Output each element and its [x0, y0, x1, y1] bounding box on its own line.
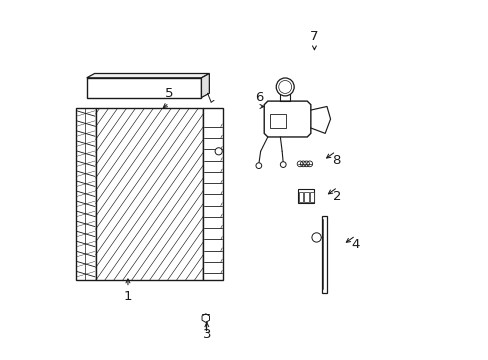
Circle shape [280, 162, 285, 167]
Text: 2: 2 [333, 190, 341, 203]
Circle shape [255, 163, 261, 168]
Polygon shape [201, 73, 209, 98]
Text: 8: 8 [331, 154, 340, 167]
Polygon shape [76, 108, 96, 280]
Text: 6: 6 [254, 91, 263, 104]
Text: 7: 7 [309, 30, 318, 43]
Circle shape [311, 233, 321, 242]
Polygon shape [96, 108, 203, 280]
Bar [304, 192, 308, 202]
Text: 3: 3 [202, 328, 211, 341]
Polygon shape [203, 108, 223, 280]
Polygon shape [202, 314, 209, 322]
Circle shape [215, 148, 222, 155]
Text: 5: 5 [164, 87, 173, 100]
Polygon shape [298, 189, 314, 203]
Text: 1: 1 [123, 290, 132, 303]
Circle shape [276, 78, 294, 96]
Polygon shape [86, 73, 209, 78]
Polygon shape [321, 216, 326, 293]
Bar [298, 192, 303, 202]
Bar [309, 192, 313, 202]
Text: 4: 4 [351, 238, 359, 251]
Bar [269, 114, 285, 128]
Polygon shape [86, 78, 201, 98]
Polygon shape [264, 101, 310, 137]
Circle shape [278, 81, 291, 93]
